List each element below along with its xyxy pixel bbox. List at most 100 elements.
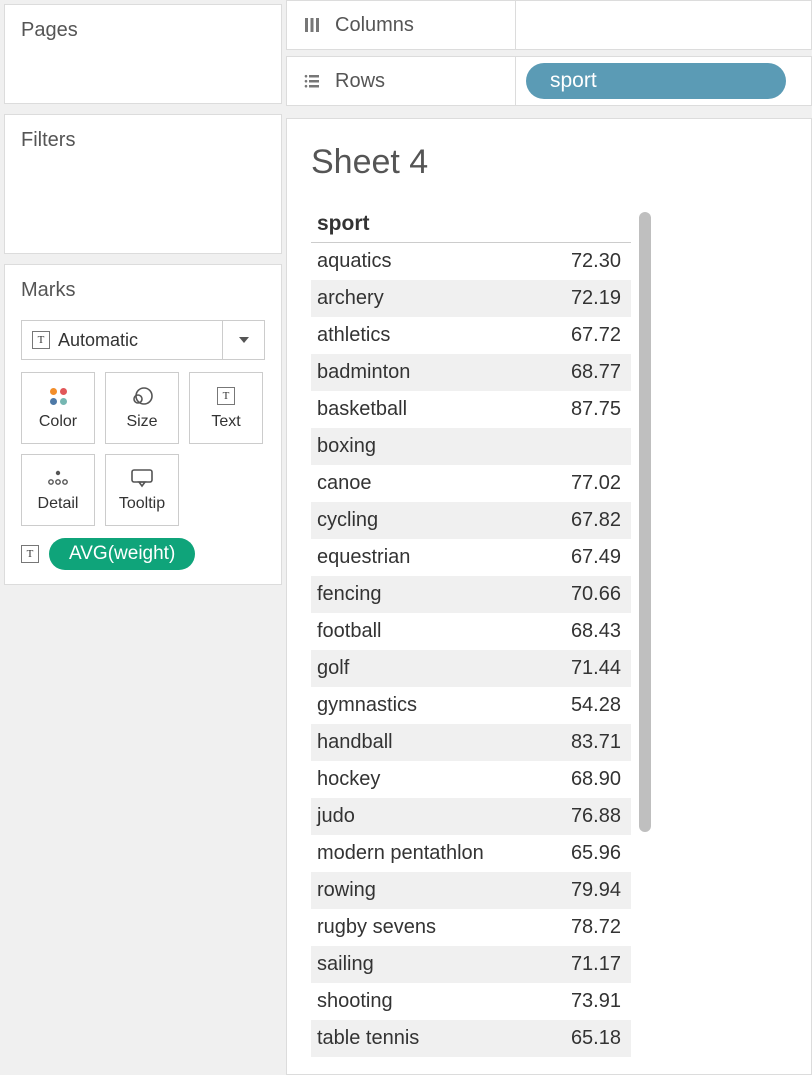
row-value: 77.02 — [571, 472, 621, 495]
text-icon: T — [21, 545, 39, 563]
table-row[interactable]: canoe 77.02 — [311, 465, 631, 502]
table-row[interactable]: athletics 67.72 — [311, 317, 631, 354]
size-icon — [130, 385, 154, 407]
mark-text-button[interactable]: T Text — [189, 372, 263, 444]
table-row[interactable]: shooting 73.91 — [311, 983, 631, 1020]
mark-color-button[interactable]: Color — [21, 372, 95, 444]
rows-shelf-label: Rows — [286, 56, 516, 106]
table-row[interactable]: rugby sevens 78.72 — [311, 909, 631, 946]
table-row[interactable]: fencing70.66 — [311, 576, 631, 613]
table-row[interactable]: cycling67.82 — [311, 502, 631, 539]
row-label: boxing — [317, 435, 376, 458]
table-row[interactable]: rowing 79.94 — [311, 872, 631, 909]
table-row[interactable]: football68.43 — [311, 613, 631, 650]
mark-tooltip-label: Tooltip — [119, 495, 165, 513]
scrollbar-thumb[interactable] — [639, 212, 651, 832]
row-label: badminton — [317, 361, 410, 384]
row-label: equestrian — [317, 546, 410, 569]
rows-label-text: Rows — [335, 70, 385, 93]
table-row[interactable]: judo76.88 — [311, 798, 631, 835]
table-row[interactable]: badminton 68.77 — [311, 354, 631, 391]
row-value: 83.71 — [571, 731, 621, 754]
row-value: 65.18 — [571, 1027, 621, 1050]
pages-card[interactable]: Pages — [4, 4, 282, 104]
mark-buttons: Color Size T Text — [21, 372, 265, 526]
marks-card: Marks T Automatic Color — [4, 264, 282, 585]
row-value: 72.19 — [571, 287, 621, 310]
table-body: aquatics72.30 archery 72.19 athletics 67.72 b… — [311, 243, 631, 1057]
filters-card[interactable]: Filters — [4, 114, 282, 254]
mark-type-label: Automatic — [58, 330, 138, 351]
row-value: 79.94 — [571, 879, 621, 902]
mark-detail-label: Detail — [38, 495, 79, 513]
rows-shelf-body[interactable]: sport — [516, 56, 812, 106]
columns-shelf[interactable]: Columns — [286, 0, 812, 50]
table-row[interactable]: sailing71.17 — [311, 946, 631, 983]
row-label: canoe — [317, 472, 372, 495]
mark-detail-button[interactable]: Detail — [21, 454, 95, 526]
row-label: archery — [317, 287, 384, 310]
mark-tooltip-button[interactable]: Tooltip — [105, 454, 179, 526]
columns-shelf-body[interactable] — [516, 0, 812, 50]
rows-shelf[interactable]: Rows sport — [286, 56, 812, 106]
data-table: sport aquatics72.30 archery 72.19 athletics… — [311, 212, 631, 1057]
mark-text-label: Text — [211, 413, 240, 431]
mark-type-select[interactable]: T Automatic — [21, 320, 265, 360]
row-label: sailing — [317, 953, 374, 976]
mark-type-display: T Automatic — [22, 330, 222, 351]
measure-pill[interactable]: AVG(weight) — [49, 538, 195, 570]
table-row[interactable]: golf71.44 — [311, 650, 631, 687]
row-label: basketball — [317, 398, 407, 421]
table-row[interactable]: handball 83.71 — [311, 724, 631, 761]
row-label: gymnastics — [317, 694, 417, 717]
row-label: golf — [317, 657, 349, 680]
columns-shelf-label: Columns — [286, 0, 516, 50]
table-row[interactable]: gymnastics 54.28 — [311, 687, 631, 724]
right-panel: Columns Rows sport Sheet 4 — [286, 0, 812, 1075]
sheet-area: Sheet 4 sport aquatics72.30archery72.19a… — [286, 118, 812, 1075]
row-value: 67.82 — [571, 509, 621, 532]
mark-size-button[interactable]: Size — [105, 372, 179, 444]
columns-label-text: Columns — [335, 14, 414, 37]
row-value: 73.91 — [571, 990, 621, 1013]
text-icon: T — [32, 331, 50, 349]
row-value: 54.28 — [571, 694, 621, 717]
marks-title: Marks — [21, 279, 265, 302]
row-label: rowing — [317, 879, 376, 902]
row-value: 67.49 — [571, 546, 621, 569]
mark-color-label: Color — [39, 413, 77, 431]
row-value: 70.66 — [571, 583, 621, 606]
table-row[interactable]: hockey68.90 — [311, 761, 631, 798]
sheet-title[interactable]: Sheet 4 — [311, 143, 787, 182]
table-row[interactable]: basketball 87.75 — [311, 391, 631, 428]
text-mark-icon: T — [217, 385, 235, 407]
row-value: 67.72 — [571, 324, 621, 347]
row-label: athletics — [317, 324, 390, 347]
table-row[interactable]: archery 72.19 — [311, 280, 631, 317]
table-header[interactable]: sport — [311, 212, 631, 243]
row-value: 68.90 — [571, 768, 621, 791]
row-label: handball — [317, 731, 393, 754]
pages-title: Pages — [21, 19, 265, 42]
columns-icon — [303, 16, 321, 34]
row-value: 78.72 — [571, 916, 621, 939]
row-label: rugby sevens — [317, 916, 436, 939]
mark-size-label: Size — [126, 413, 157, 431]
table-row[interactable]: equestrian 67.49 — [311, 539, 631, 576]
table-row[interactable]: modern pentathlon65.96 — [311, 835, 631, 872]
left-panel: Pages Filters Marks T Automatic — [0, 0, 286, 1075]
row-value: 68.77 — [571, 361, 621, 384]
table-row[interactable]: aquatics72.30 — [311, 243, 631, 280]
table-row[interactable]: boxing — [311, 428, 631, 465]
row-value: 76.88 — [571, 805, 621, 828]
row-value: 87.75 — [571, 398, 621, 421]
table-row[interactable]: table tennis 65.18 — [311, 1020, 631, 1057]
rows-pill-sport[interactable]: sport — [526, 63, 786, 99]
chevron-down-icon — [239, 337, 249, 343]
scrollbar[interactable] — [639, 212, 651, 1057]
row-label: shooting — [317, 990, 393, 1013]
rows-icon — [303, 72, 321, 90]
mark-type-caret[interactable] — [222, 321, 264, 359]
row-label: table tennis — [317, 1027, 419, 1050]
row-label: football — [317, 620, 382, 643]
